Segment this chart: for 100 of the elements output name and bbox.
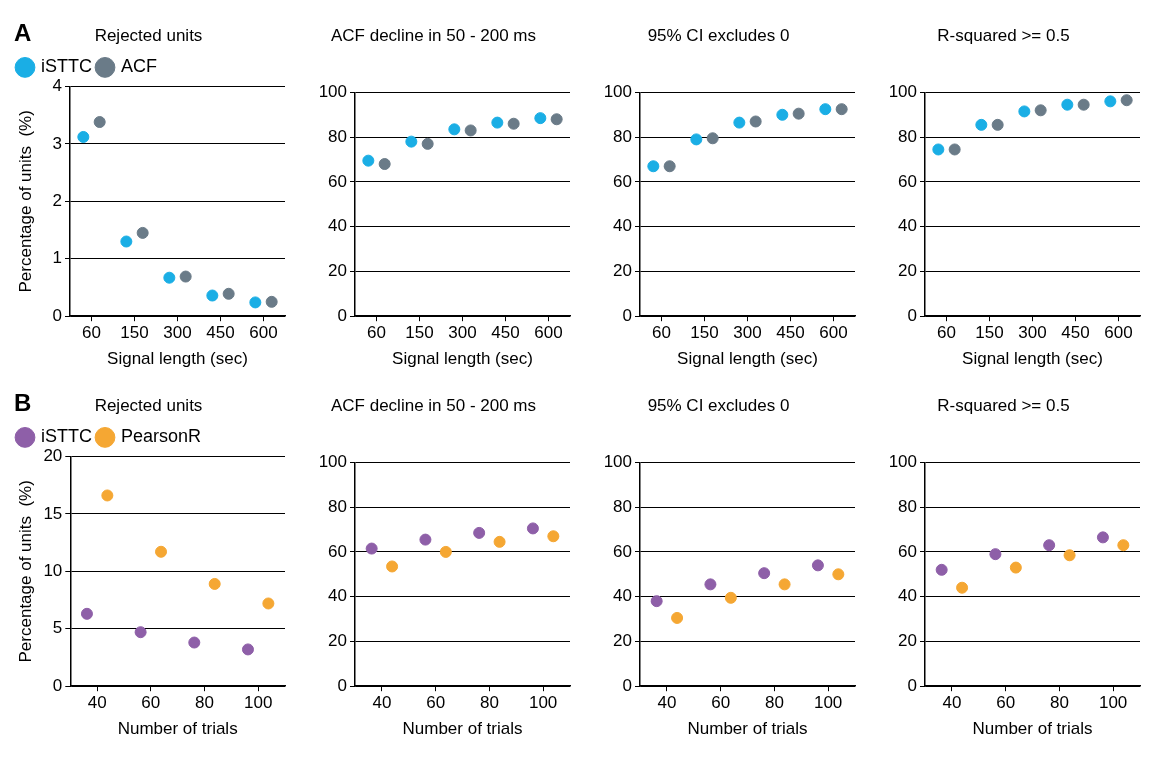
- chart-title: Rejected units: [94, 25, 203, 45]
- x-tick-label: 60: [711, 693, 731, 713]
- chart-title: 95% CI excludes 0: [647, 25, 790, 45]
- legend-label: ACF: [120, 56, 157, 77]
- y-tick-label: 15: [43, 503, 63, 523]
- y-tick-label: 0: [907, 675, 917, 695]
- x-tick-label: 450: [776, 323, 805, 343]
- y-tick-label: 100: [888, 452, 917, 472]
- x-tick-label: 150: [975, 323, 1004, 343]
- x-tick-label: 100: [1098, 693, 1128, 713]
- x-tick-label: 600: [249, 323, 278, 343]
- y-tick-label: 20: [898, 261, 917, 281]
- y-tick-label: 0: [622, 675, 632, 695]
- legend-label: PearsonR: [120, 426, 202, 447]
- x-axis-title: Number of trials: [972, 719, 1093, 739]
- x-tick-label: 60: [937, 323, 956, 343]
- x-tick-label: 600: [819, 323, 848, 343]
- y-tick-label: 60: [328, 541, 347, 561]
- x-tick-label: 80: [1049, 693, 1069, 713]
- y-tick-label: 60: [613, 541, 632, 561]
- y-tick-label: 60: [898, 541, 917, 561]
- y-tick-label: 5: [52, 618, 63, 638]
- x-tick-label: 600: [534, 323, 563, 343]
- chart-title: 95% CI excludes 0: [647, 395, 790, 415]
- x-tick-label: 300: [733, 323, 762, 343]
- text: B: [14, 388, 32, 416]
- x-tick-label: 300: [163, 323, 192, 343]
- x-tick-label: 100: [528, 693, 558, 713]
- text: A: [14, 18, 32, 46]
- y-tick-label: 80: [898, 126, 917, 146]
- x-axis-title: Number of trials: [687, 719, 808, 739]
- chart-title: ACF decline in 50 - 200 ms: [330, 395, 537, 415]
- x-axis-title: Signal length (sec): [677, 349, 818, 369]
- y-tick-label: 40: [613, 216, 632, 236]
- y-tick-label: 20: [613, 631, 632, 651]
- x-tick-label: 450: [206, 323, 235, 343]
- x-tick-label: 600: [1104, 323, 1133, 343]
- y-axis-title: Percentage of units (%): [15, 110, 35, 293]
- y-tick-label: 100: [603, 82, 632, 102]
- x-tick-label: 80: [195, 693, 214, 713]
- x-tick-label: 40: [372, 693, 392, 713]
- y-tick-label: 60: [898, 171, 917, 191]
- chart-title: R-squared >= 0.5: [937, 395, 1070, 415]
- chart-title: R-squared >= 0.5: [937, 25, 1070, 45]
- y-tick-label: 60: [328, 171, 347, 191]
- y-tick-label: 20: [613, 261, 632, 281]
- y-tick-label: 0: [52, 305, 62, 325]
- chart-title: Rejected units: [94, 395, 203, 415]
- y-tick-label: 3: [52, 133, 62, 153]
- y-tick-label: 40: [328, 216, 347, 236]
- y-tick-label: 40: [613, 586, 632, 606]
- y-tick-label: 80: [613, 126, 632, 146]
- x-tick-label: 150: [690, 323, 719, 343]
- legend-label: iSTTC: [41, 426, 92, 447]
- x-tick-label: 150: [405, 323, 434, 343]
- x-tick-label: 100: [243, 693, 273, 713]
- y-tick-label: 0: [52, 675, 63, 695]
- x-axis-title: Number of trials: [402, 719, 523, 739]
- y-tick-label: 1: [52, 248, 62, 268]
- x-tick-label: 60: [367, 323, 386, 343]
- x-tick-label: 450: [1061, 323, 1090, 343]
- y-tick-label: 0: [907, 305, 917, 325]
- y-tick-label: 100: [318, 82, 347, 102]
- y-tick-label: 20: [328, 261, 347, 281]
- y-tick-label: 60: [613, 171, 632, 191]
- x-tick-label: 100: [813, 693, 843, 713]
- y-tick-label: 0: [337, 305, 347, 325]
- x-tick-label: 60: [82, 323, 101, 343]
- y-tick-label: 80: [328, 496, 347, 516]
- x-tick-label: 40: [87, 693, 107, 713]
- x-tick-label: 80: [479, 693, 499, 713]
- y-tick-label: 80: [898, 496, 917, 516]
- x-tick-label: 300: [448, 323, 477, 343]
- y-tick-label: 100: [318, 452, 347, 472]
- x-axis-title: Signal length (sec): [962, 349, 1103, 369]
- x-axis-title: Signal length (sec): [107, 349, 248, 369]
- x-tick-label: 60: [996, 693, 1016, 713]
- x-tick-label: 300: [1018, 323, 1047, 343]
- x-tick-label: 40: [657, 693, 677, 713]
- x-tick-label: 60: [652, 323, 671, 343]
- y-tick-label: 4: [52, 76, 62, 96]
- x-tick-label: 60: [141, 693, 161, 713]
- y-tick-label: 0: [622, 305, 632, 325]
- x-tick-label: 60: [426, 693, 446, 713]
- y-tick-label: 40: [328, 586, 347, 606]
- y-tick-label: 20: [43, 446, 63, 466]
- legend-label: iSTTC: [41, 56, 92, 77]
- y-tick-label: 40: [898, 216, 917, 236]
- y-tick-label: 20: [898, 631, 917, 651]
- y-tick-label: 0: [337, 675, 347, 695]
- x-tick-label: 450: [491, 323, 520, 343]
- x-tick-label: 150: [120, 323, 149, 343]
- x-axis-title: Number of trials: [117, 719, 238, 739]
- y-tick-label: 20: [328, 631, 347, 651]
- x-axis-title: Signal length (sec): [392, 349, 533, 369]
- x-tick-label: 40: [942, 693, 962, 713]
- y-tick-label: 80: [613, 496, 632, 516]
- y-tick-label: 100: [888, 82, 917, 102]
- y-tick-label: 100: [603, 452, 632, 472]
- y-tick-label: 80: [328, 126, 347, 146]
